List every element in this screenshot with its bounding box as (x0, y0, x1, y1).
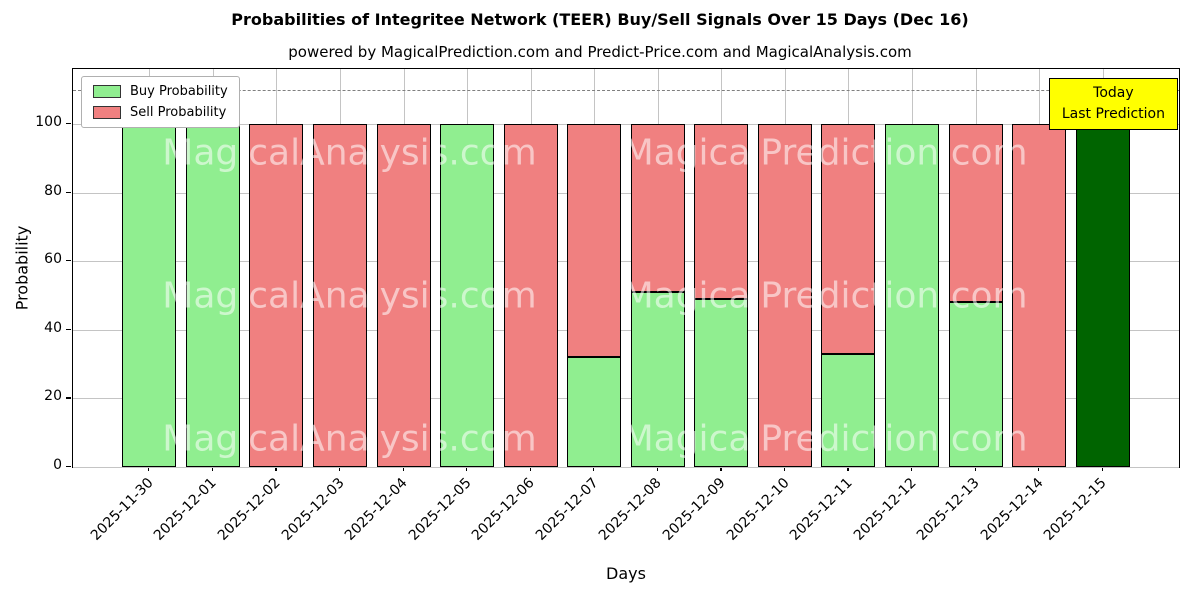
x-tick-label: 2025-12-04 (341, 475, 411, 544)
y-tick-label: 100 (35, 113, 62, 130)
x-tick-mark (466, 466, 468, 471)
y-tick-mark (66, 328, 71, 330)
x-tick-label: 2025-12-05 (405, 475, 475, 544)
x-tick-label: 2025-11-30 (87, 475, 157, 544)
x-tick-mark (656, 466, 658, 471)
x-tick-label: 2025-12-12 (850, 475, 920, 544)
legend-label-buy: Buy Probability (130, 84, 228, 99)
bar-buy-segment (122, 123, 177, 467)
bar-sell-segment (567, 123, 622, 358)
plot-area: Buy Probability Sell Probability Today L… (72, 68, 1180, 468)
x-tick-label: 2025-12-11 (786, 475, 856, 544)
grid-line-horizontal (73, 261, 1179, 263)
y-axis-label: Probability (12, 225, 32, 311)
x-tick-mark (1101, 466, 1103, 471)
bar-sell-segment (376, 123, 431, 467)
x-tick-label: 2025-12-06 (469, 475, 538, 544)
x-tick-mark (847, 466, 849, 471)
bar-buy-segment (440, 123, 495, 467)
x-tick-label: 2025-12-14 (977, 475, 1047, 544)
y-tick-label: 80 (44, 182, 62, 199)
y-tick-mark (66, 260, 71, 262)
bar-sell-segment (821, 123, 876, 354)
bar-buy-segment (694, 298, 749, 467)
grid-line-horizontal (73, 123, 1179, 125)
bar-sell-segment (312, 123, 367, 467)
watermark-text: MagicalPrediction.com (622, 132, 1028, 174)
annotation-line-today: Today (1093, 85, 1134, 101)
grid-line-horizontal (73, 467, 1179, 468)
x-tick-label: 2025-12-03 (278, 475, 348, 544)
y-tick-label: 0 (53, 457, 62, 473)
x-tick-label: 2025-12-10 (723, 475, 793, 544)
y-tick-mark (66, 122, 71, 125)
x-tick-mark (593, 466, 595, 471)
annotation-line-last-prediction: Last Prediction (1061, 106, 1165, 122)
x-tick-label: 2025-12-09 (659, 475, 729, 544)
today-annotation: Today Last Prediction (1048, 78, 1178, 130)
bar-sell-segment (503, 123, 558, 467)
legend-item-sell: Sell Probability (93, 105, 228, 120)
watermark-text: MagicalAnalysis.com (162, 275, 537, 317)
bar-buy-segment (948, 302, 1003, 467)
grid-line-horizontal (73, 192, 1179, 194)
threshold-dashed-line (73, 89, 1179, 91)
bar-buy-segment (567, 357, 622, 467)
grid-line-horizontal (73, 398, 1179, 400)
y-tick-label: 20 (44, 388, 62, 405)
bar-sell-segment (630, 123, 685, 292)
watermark-text: MagicalAnalysis.com (162, 132, 537, 174)
y-tick-mark (66, 397, 71, 399)
x-tick-label: 2025-12-15 (1041, 475, 1111, 544)
y-tick-mark (66, 191, 71, 193)
watermark-text: MagicalPrediction.com (622, 418, 1028, 460)
bar-sell-segment (694, 123, 749, 299)
x-tick-label: 2025-12-07 (532, 475, 602, 544)
x-tick-mark (275, 466, 277, 471)
bar-buy-segment (885, 123, 940, 467)
x-tick-label: 2025-12-13 (914, 475, 983, 544)
chart-subtitle: powered by MagicalPrediction.com and Pre… (288, 43, 912, 61)
y-tick-label: 60 (44, 251, 62, 268)
x-tick-mark (974, 466, 976, 471)
x-tick-mark (402, 466, 404, 471)
bar-sell-segment (1012, 123, 1067, 467)
watermark-text: MagicalAnalysis.com (162, 418, 537, 460)
x-tick-mark (338, 466, 341, 471)
bar-buy-segment (630, 292, 685, 467)
bar-buy-segment (821, 353, 876, 467)
watermark-text: MagicalPrediction.com (622, 275, 1028, 317)
x-tick-label: 2025-12-02 (214, 475, 284, 544)
bar-buy-segment (1075, 123, 1130, 467)
legend-label-sell: Sell Probability (130, 105, 227, 120)
bar-sell-segment (757, 123, 812, 467)
bar-sell-segment (948, 123, 1003, 303)
buy-color-swatch (93, 85, 121, 98)
x-tick-label: 2025-12-01 (151, 475, 221, 544)
legend: Buy Probability Sell Probability (81, 76, 240, 128)
x-axis-label: Days (606, 564, 646, 583)
x-tick-label: 2025-12-08 (596, 475, 666, 544)
y-tick-label: 40 (44, 319, 62, 336)
chart-title: Probabilities of Integritee Network (TEE… (231, 10, 969, 29)
x-tick-mark (1038, 466, 1040, 471)
x-tick-mark (211, 466, 214, 471)
grid-line-horizontal (73, 329, 1179, 331)
bar-sell-segment (249, 123, 304, 467)
legend-item-buy: Buy Probability (93, 84, 228, 99)
bar-buy-segment (185, 123, 240, 467)
x-tick-mark (911, 466, 913, 471)
x-tick-mark (720, 466, 722, 471)
x-tick-mark (529, 466, 531, 471)
x-tick-mark (148, 466, 150, 471)
y-tick-mark (66, 466, 71, 468)
x-tick-mark (783, 466, 786, 471)
sell-color-swatch (93, 106, 121, 119)
